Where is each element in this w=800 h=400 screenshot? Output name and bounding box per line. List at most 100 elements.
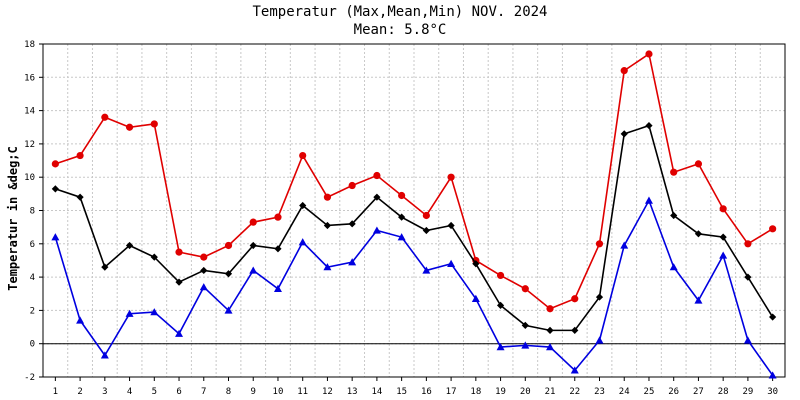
x-tick-label: 30 [767, 387, 778, 397]
data-point-1 [175, 248, 183, 256]
data-point-2 [595, 293, 604, 301]
data-point-3 [51, 233, 60, 241]
data-point-2 [348, 220, 356, 228]
data-point-2 [546, 326, 554, 334]
data-point-2 [323, 221, 332, 230]
data-point-3 [546, 343, 555, 351]
y-tick-label: 12 [24, 140, 35, 150]
data-point-2 [150, 253, 158, 261]
data-point-1 [51, 160, 59, 168]
data-point-2 [496, 301, 505, 310]
data-point-3 [471, 294, 480, 302]
data-point-3 [273, 284, 282, 292]
x-tick-label: 24 [619, 387, 630, 397]
data-point-2 [645, 121, 653, 130]
x-tick-label: 7 [201, 387, 206, 397]
y-tick-label: 16 [24, 73, 35, 83]
data-point-1 [496, 271, 505, 280]
data-point-2 [76, 193, 84, 201]
data-point-1 [373, 171, 381, 180]
data-point-2 [125, 241, 134, 250]
series-line-1 [55, 52, 774, 310]
data-point-3 [620, 241, 629, 249]
data-point-1 [274, 213, 282, 221]
data-point-2 [398, 213, 406, 221]
x-tick-label: 22 [569, 387, 580, 397]
data-point-2 [670, 211, 678, 220]
data-point-2 [447, 221, 455, 230]
data-point-3 [76, 316, 85, 324]
data-point-1 [299, 151, 307, 160]
y-tick-label: 8 [30, 207, 35, 217]
data-point-3 [224, 306, 233, 314]
data-point-3 [694, 296, 703, 304]
y-tick-label: 14 [24, 107, 35, 117]
y-axis-label: Temperatur in &deg;C [6, 146, 20, 291]
data-point-1 [249, 218, 257, 226]
data-point-3 [743, 336, 752, 344]
data-point-2 [373, 193, 381, 201]
x-tick-label: 20 [520, 387, 531, 397]
x-tick-label: 15 [396, 387, 407, 397]
data-point-3 [595, 336, 604, 344]
x-tick-label: 12 [322, 387, 333, 397]
data-point-1 [150, 120, 158, 128]
data-point-2 [200, 266, 208, 275]
data-point-2 [571, 326, 579, 334]
x-tick-label: 1 [53, 387, 58, 397]
series-line-3 [54, 198, 774, 376]
x-tick-label: 26 [668, 387, 679, 397]
x-tick-label: 16 [421, 387, 432, 397]
data-point-1 [422, 211, 430, 220]
y-tick-label: 2 [30, 306, 35, 316]
data-point-1 [398, 191, 406, 200]
x-tick-label: 28 [718, 387, 729, 397]
x-tick-label: 29 [742, 387, 753, 397]
data-point-2 [51, 185, 59, 193]
data-point-3 [249, 266, 258, 274]
data-point-1 [125, 123, 134, 131]
x-tick-label: 21 [545, 387, 556, 397]
x-tick-label: 17 [446, 387, 457, 397]
data-point-1 [447, 173, 455, 181]
data-point-1 [645, 50, 653, 58]
data-point-1 [620, 67, 628, 75]
data-point-3 [422, 266, 431, 274]
data-point-3 [348, 258, 357, 266]
series-line-2 [55, 124, 774, 332]
data-point-1 [76, 151, 84, 160]
data-point-3 [372, 226, 381, 234]
data-point-3 [175, 329, 184, 337]
x-tick-label: 25 [644, 387, 655, 397]
data-point-1 [694, 160, 703, 168]
data-point-3 [100, 351, 109, 359]
data-point-1 [595, 240, 604, 248]
x-tick-label: 13 [347, 387, 358, 397]
data-point-1 [670, 168, 678, 176]
x-tick-label: 3 [102, 387, 107, 397]
data-point-3 [447, 259, 456, 267]
data-point-3 [669, 263, 678, 271]
data-point-1 [744, 240, 752, 248]
data-point-1 [200, 253, 208, 261]
data-point-2 [620, 130, 628, 138]
x-tick-label: 11 [297, 387, 308, 397]
x-tick-label: 18 [470, 387, 481, 397]
y-tick-label: 18 [24, 40, 35, 50]
data-point-2 [224, 270, 233, 278]
data-point-2 [101, 263, 109, 271]
data-point-1 [224, 241, 233, 250]
data-point-2 [422, 226, 430, 235]
data-point-3 [298, 238, 307, 246]
x-tick-label: 6 [176, 387, 181, 397]
chart-subtitle: Mean: 5.8°C [353, 22, 447, 38]
data-point-1 [571, 295, 579, 303]
data-point-2 [175, 278, 183, 286]
y-tick-label: -2 [24, 373, 35, 383]
data-point-3 [397, 233, 406, 241]
y-tick-label: 6 [30, 240, 35, 250]
data-point-3 [496, 343, 505, 351]
data-point-1 [719, 205, 727, 213]
